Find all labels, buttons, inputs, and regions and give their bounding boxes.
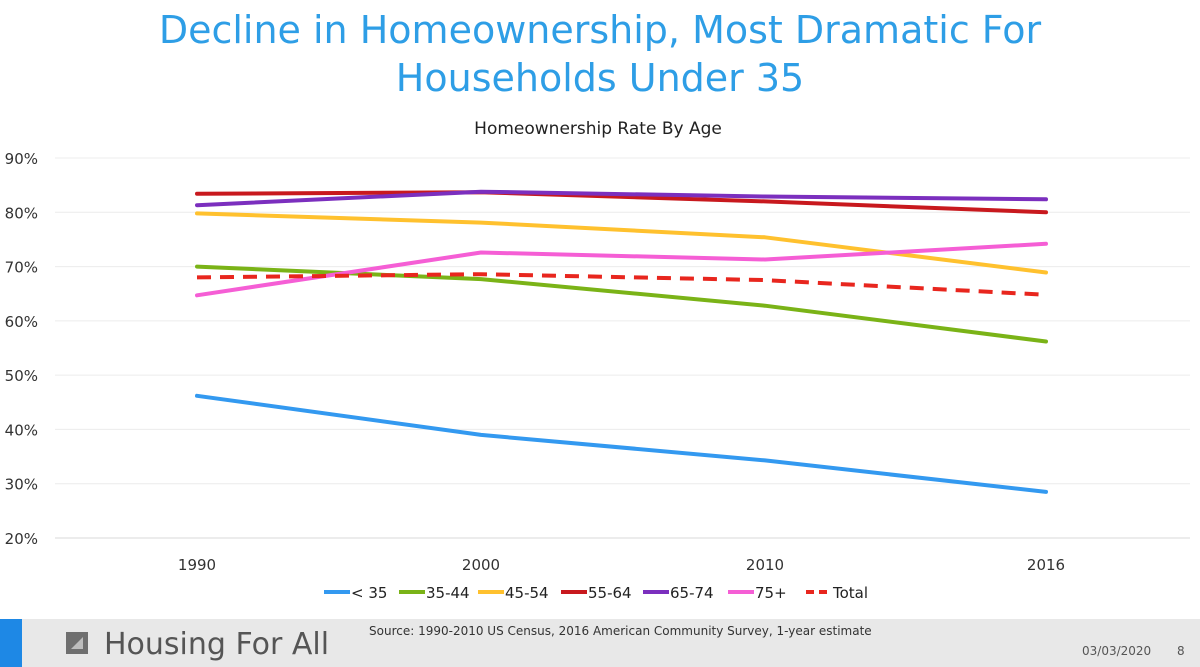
slide-title-line-2: Households Under 35: [395, 56, 805, 100]
series-line: [195, 393, 1048, 494]
y-axis: 20% 30% 40% 50% 60% 70% 80% 90%: [5, 150, 38, 548]
x-tick-label: 2000: [462, 556, 500, 574]
legend-label: Total: [832, 584, 868, 602]
legend-label: 35-44: [426, 584, 470, 602]
slide-title: Decline in Homeownership, Most Dramatic …: [0, 6, 1200, 102]
legend-label: 75+: [755, 584, 787, 602]
series-line: [195, 189, 1048, 208]
x-tick-label: 1990: [178, 556, 216, 574]
series-line: [196, 272, 1047, 297]
line-chart: Homeownership Rate By Age 20% 30% 40% 50% 60…: [5, 119, 1190, 602]
chart-legend: < 35 35-44 45-54 55-64 65-74 75+ Total: [324, 584, 868, 602]
chart-title: Homeownership Rate By Age: [474, 119, 722, 139]
y-tick-label: 80%: [5, 204, 38, 222]
x-tick-label: 2016: [1027, 556, 1065, 574]
footer-source: Source: 1990-2010 US Census, 2016 Americ…: [369, 624, 872, 638]
legend-label: 45-54: [505, 584, 549, 602]
x-tick-label: 2010: [746, 556, 784, 574]
slide-title-line-1: Decline in Homeownership, Most Dramatic …: [158, 8, 1042, 52]
series-line: [195, 190, 1048, 215]
y-tick-label: 40%: [5, 421, 38, 439]
legend-label: < 35: [351, 584, 387, 602]
x-axis: 1990 2000 2010 2016: [178, 556, 1065, 574]
y-tick-label: 70%: [5, 259, 38, 277]
footer-accent-bar: [0, 619, 22, 667]
legend-label: 55-64: [588, 584, 632, 602]
housing-logo-icon: [66, 632, 88, 654]
series-line: [195, 211, 1048, 275]
footer-date: 03/03/2020: [1082, 644, 1152, 658]
y-tick-label: 20%: [5, 530, 38, 548]
y-tick-label: 30%: [5, 476, 38, 494]
footer: Housing For All Source: 1990-2010 US Cen…: [0, 619, 1200, 667]
chart-grid: [55, 157, 1190, 539]
y-tick-label: 60%: [5, 313, 38, 331]
y-tick-label: 90%: [5, 150, 38, 168]
footer-brand: Housing For All: [104, 627, 330, 662]
legend-label: 65-74: [670, 584, 714, 602]
footer-page-number: 8: [1177, 644, 1185, 658]
y-tick-label: 50%: [5, 367, 38, 385]
chart-series: [195, 189, 1048, 494]
